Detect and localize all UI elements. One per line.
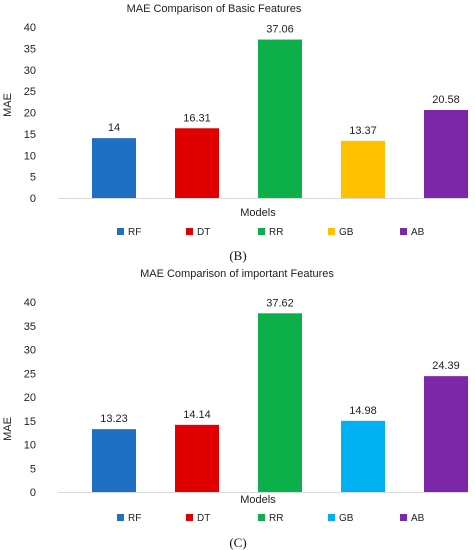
y-tick-label: 35 bbox=[24, 43, 36, 55]
legend-swatch bbox=[186, 228, 193, 235]
y-tick-label: 10 bbox=[24, 440, 36, 452]
bar-rf bbox=[92, 138, 136, 198]
bar-ab bbox=[424, 376, 468, 492]
chart-panel-b: MAE Comparison of Basic Features MAE Mod… bbox=[2, 3, 468, 263]
panel-label: (B) bbox=[229, 248, 246, 263]
legend-swatch bbox=[328, 228, 335, 235]
chart-title: MAE Comparison of important Features bbox=[140, 268, 334, 280]
data-label: 20.58 bbox=[432, 94, 460, 106]
y-tick-label: 5 bbox=[30, 463, 36, 475]
legend-label: AB bbox=[411, 227, 425, 238]
y-tick-label: 40 bbox=[24, 22, 36, 34]
data-label: 13.23 bbox=[100, 413, 128, 425]
y-axis-label: MAE bbox=[2, 417, 14, 441]
y-tick-label: 0 bbox=[30, 193, 36, 205]
legend-label: RR bbox=[269, 513, 283, 524]
bar-dt bbox=[175, 424, 219, 492]
y-tick-label: 25 bbox=[24, 86, 36, 98]
y-tick-label: 35 bbox=[24, 321, 36, 333]
y-tick-label: 0 bbox=[30, 487, 36, 499]
legend-label: RR bbox=[269, 227, 283, 238]
legend-label: DT bbox=[197, 513, 210, 524]
data-label: 24.39 bbox=[432, 360, 460, 372]
y-tick-label: 10 bbox=[24, 150, 36, 162]
bar-rf bbox=[92, 429, 136, 492]
data-label: 13.37 bbox=[349, 125, 377, 137]
chart-title: MAE Comparison of Basic Features bbox=[127, 3, 302, 15]
y-tick-label: 40 bbox=[24, 297, 36, 309]
data-label: 16.31 bbox=[183, 112, 211, 124]
legend-swatch bbox=[400, 228, 407, 235]
bar-dt bbox=[175, 128, 219, 198]
legend-swatch bbox=[117, 514, 124, 521]
legend-swatch bbox=[117, 228, 124, 235]
legend-swatch bbox=[258, 514, 265, 521]
bar-ab bbox=[424, 110, 468, 198]
y-tick-label: 15 bbox=[24, 416, 36, 428]
bar-gb bbox=[341, 140, 385, 198]
data-label: 14.14 bbox=[183, 409, 211, 421]
y-tick-label: 15 bbox=[24, 129, 36, 141]
legend-label: DT bbox=[197, 227, 210, 238]
y-tick-label: 25 bbox=[24, 368, 36, 380]
x-axis-label: Models bbox=[240, 494, 276, 506]
bar-rr bbox=[258, 313, 302, 492]
y-tick-label: 20 bbox=[24, 392, 36, 404]
bar-gb bbox=[341, 420, 385, 492]
y-axis-label: MAE bbox=[2, 93, 14, 117]
chart-b-svg: MAE Comparison of Basic Features MAE Mod… bbox=[2, 3, 468, 263]
bar-rr bbox=[258, 39, 302, 199]
x-axis-label: Models bbox=[240, 207, 276, 219]
data-label: 37.06 bbox=[266, 24, 294, 36]
chart-panel-c: MAE Comparison of important Features MAE… bbox=[0, 262, 475, 550]
y-tick-label: 30 bbox=[24, 345, 36, 357]
legend-label: RF bbox=[128, 513, 141, 524]
y-tick-label: 30 bbox=[24, 65, 36, 77]
y-tick-label: 20 bbox=[24, 108, 36, 120]
chart-c-svg: MAE Comparison of important Features MAE… bbox=[2, 268, 468, 550]
y-tick-label: 5 bbox=[30, 172, 36, 184]
legend-label: AB bbox=[411, 513, 425, 524]
legend-swatch bbox=[258, 228, 265, 235]
data-label: 37.62 bbox=[266, 297, 294, 309]
data-label: 14.98 bbox=[349, 405, 377, 417]
legend-label: GB bbox=[339, 513, 354, 524]
data-label: 14 bbox=[108, 122, 120, 134]
legend-swatch bbox=[400, 514, 407, 521]
panel-label: (C) bbox=[229, 535, 246, 550]
legend-swatch bbox=[328, 514, 335, 521]
legend-label: RF bbox=[128, 227, 141, 238]
legend-label: GB bbox=[339, 227, 354, 238]
legend-swatch bbox=[186, 514, 193, 521]
